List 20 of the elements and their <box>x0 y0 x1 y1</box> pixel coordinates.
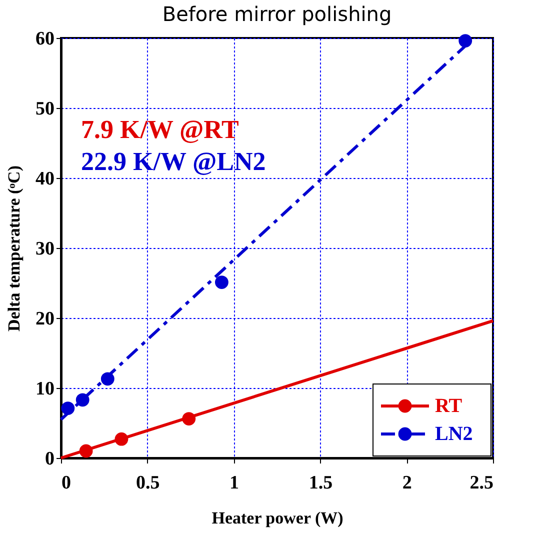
annotation: 22.9 K/W @LN2 <box>81 147 266 176</box>
y-axis-title: Delta temperature (ᵒC) <box>4 166 24 332</box>
y-tick-label: 30 <box>36 238 54 260</box>
x-tick-label: 0.5 <box>136 472 160 494</box>
chart-title: Before mirror polishing <box>162 2 392 26</box>
annotation: 7.9 K/W @RT <box>81 115 239 144</box>
y-tick-label: 40 <box>36 168 54 190</box>
y-tick-label: 20 <box>36 308 54 330</box>
y-tick-label: 0 <box>45 448 54 470</box>
y-tick-label: 50 <box>36 98 54 120</box>
x-tick-label: 2.5 <box>470 472 494 494</box>
x-tick-label: 1 <box>230 472 240 494</box>
legend-label: LN2 <box>435 423 473 445</box>
x-tick-label: 2 <box>402 472 412 494</box>
x-tick-label: 0 <box>62 472 71 494</box>
x-axis-title: Heater power (W) <box>212 508 344 528</box>
y-tick-label: 10 <box>36 378 54 400</box>
legend-label: RT <box>435 395 463 417</box>
y-tick-label: 60 <box>36 28 54 50</box>
x-tick-label: 1.5 <box>308 472 333 494</box>
